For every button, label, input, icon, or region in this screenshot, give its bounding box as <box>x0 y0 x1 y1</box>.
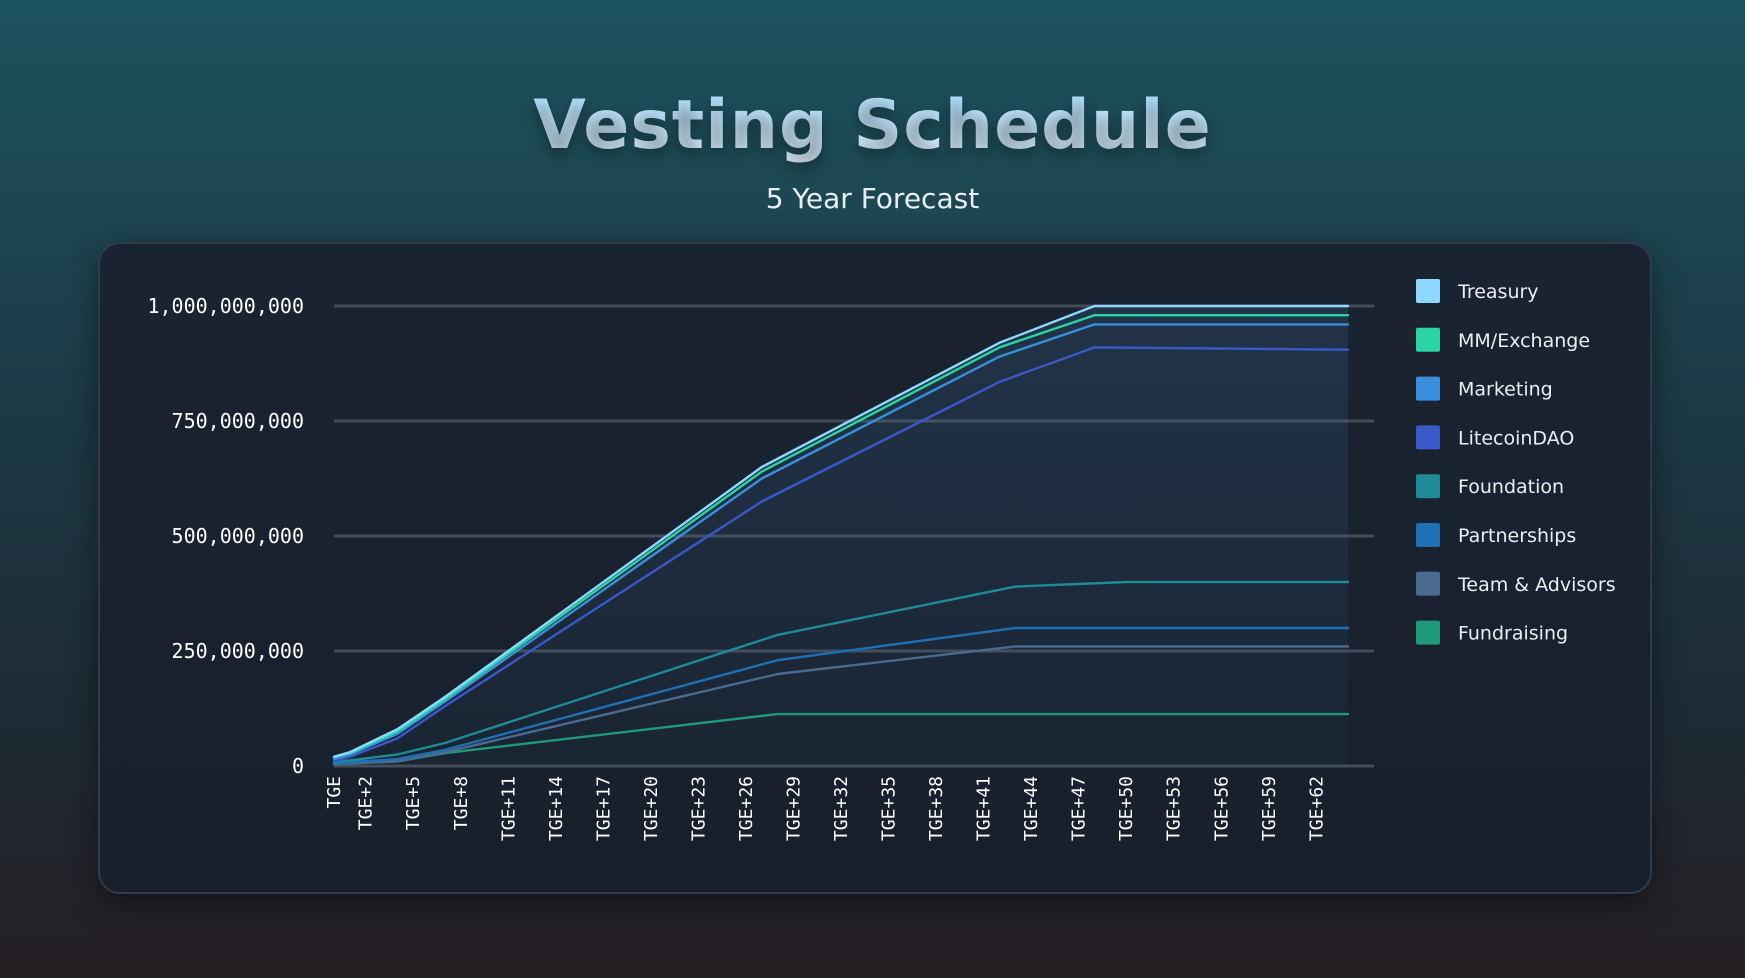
legend-label: Fundraising <box>1458 623 1568 645</box>
series-area-fill <box>334 306 1348 766</box>
x-tick-label: TGE+17 <box>593 776 614 841</box>
legend-label: LitecoinDAO <box>1458 427 1574 449</box>
legend-item: MM/Exchange <box>1416 327 1590 352</box>
x-tick-label: TGE+44 <box>1021 776 1042 841</box>
x-axis: TGE TGE+2 TGE+5 TGE+8 TGE+11 TGE+14 TGE+17 TGE+… <box>324 776 1327 841</box>
x-tick-label: TGE+14 <box>546 776 567 841</box>
legend-label: Foundation <box>1458 476 1564 498</box>
legend-swatch <box>1416 425 1440 450</box>
legend-item: Treasury <box>1416 279 1539 303</box>
legend-swatch <box>1416 376 1440 401</box>
x-tick-label: TGE+53 <box>1164 776 1185 841</box>
legend-item: Team & Advisors <box>1416 571 1616 596</box>
x-tick-label: TGE <box>324 776 345 809</box>
y-axis: 0 250,000,000 500,000,000 750,000,000 1,000,… <box>147 294 304 778</box>
legend-item: Fundraising <box>1416 620 1568 645</box>
x-tick-label: TGE+2 <box>356 776 377 830</box>
x-tick-label: TGE+5 <box>403 776 424 830</box>
x-tick-label: TGE+35 <box>879 776 900 841</box>
legend-item: LitecoinDAO <box>1416 425 1574 450</box>
legend-label: Team & Advisors <box>1457 574 1616 596</box>
legend-item: Marketing <box>1416 376 1553 401</box>
y-tick-label: 500,000,000 <box>172 524 304 548</box>
legend-swatch <box>1416 327 1440 352</box>
legend-label: Treasury <box>1457 281 1539 303</box>
series-line-treasury <box>332 304 1350 758</box>
chart-panel: 0 250,000,000 500,000,000 750,000,000 1,000,… <box>98 242 1652 894</box>
vesting-line-chart: 0 250,000,000 500,000,000 750,000,000 1,000,… <box>147 279 1616 841</box>
x-tick-label: TGE+47 <box>1069 776 1090 841</box>
legend-swatch <box>1416 523 1440 547</box>
area-fill <box>334 306 1348 766</box>
series-lines <box>332 304 1350 766</box>
series-line-marketing <box>332 323 1350 761</box>
series-line-litecoindao <box>332 346 1350 763</box>
x-tick-label: TGE+29 <box>783 776 804 841</box>
series-line-team-advisors <box>332 645 1350 765</box>
x-tick-label: TGE+50 <box>1116 776 1137 841</box>
legend-swatch <box>1416 474 1440 499</box>
y-tick-label: 1,000,000,000 <box>147 294 304 318</box>
x-tick-label: TGE+23 <box>688 776 709 841</box>
legend-swatch <box>1416 620 1440 645</box>
x-tick-label: TGE+62 <box>1306 776 1327 841</box>
x-tick-label: TGE+8 <box>451 776 472 830</box>
x-tick-label: TGE+26 <box>736 776 757 841</box>
y-tick-label: 750,000,000 <box>172 409 304 433</box>
legend-label: Partnerships <box>1458 525 1576 547</box>
legend: Treasury MM/Exchange Marketing LitecoinDAO F… <box>1416 279 1616 645</box>
chart-subtitle: 5 Year Forecast <box>765 182 980 215</box>
legend-item: Partnerships <box>1416 523 1576 547</box>
x-tick-label: TGE+59 <box>1259 776 1280 841</box>
x-tick-label: TGE+20 <box>641 776 662 841</box>
legend-label: MM/Exchange <box>1458 330 1590 352</box>
legend-item: Foundation <box>1416 474 1564 499</box>
x-tick-label: TGE+56 <box>1211 776 1232 841</box>
x-tick-label: TGE+41 <box>974 776 995 841</box>
legend-label: Marketing <box>1458 379 1553 401</box>
series-line-partnerships <box>332 626 1350 765</box>
x-tick-label: TGE+11 <box>498 776 519 841</box>
x-tick-label: TGE+38 <box>926 776 947 841</box>
chart-title: Vesting Schedule <box>0 80 1745 172</box>
series-line-foundation <box>332 580 1350 764</box>
y-tick-label: 250,000,000 <box>172 639 304 663</box>
legend-swatch <box>1416 279 1440 303</box>
chart-header: Vesting Schedule 5 Year Forecast <box>0 80 1745 215</box>
x-tick-label: TGE+32 <box>831 776 852 841</box>
legend-swatch <box>1416 571 1440 596</box>
y-tick-label: 0 <box>292 754 304 778</box>
